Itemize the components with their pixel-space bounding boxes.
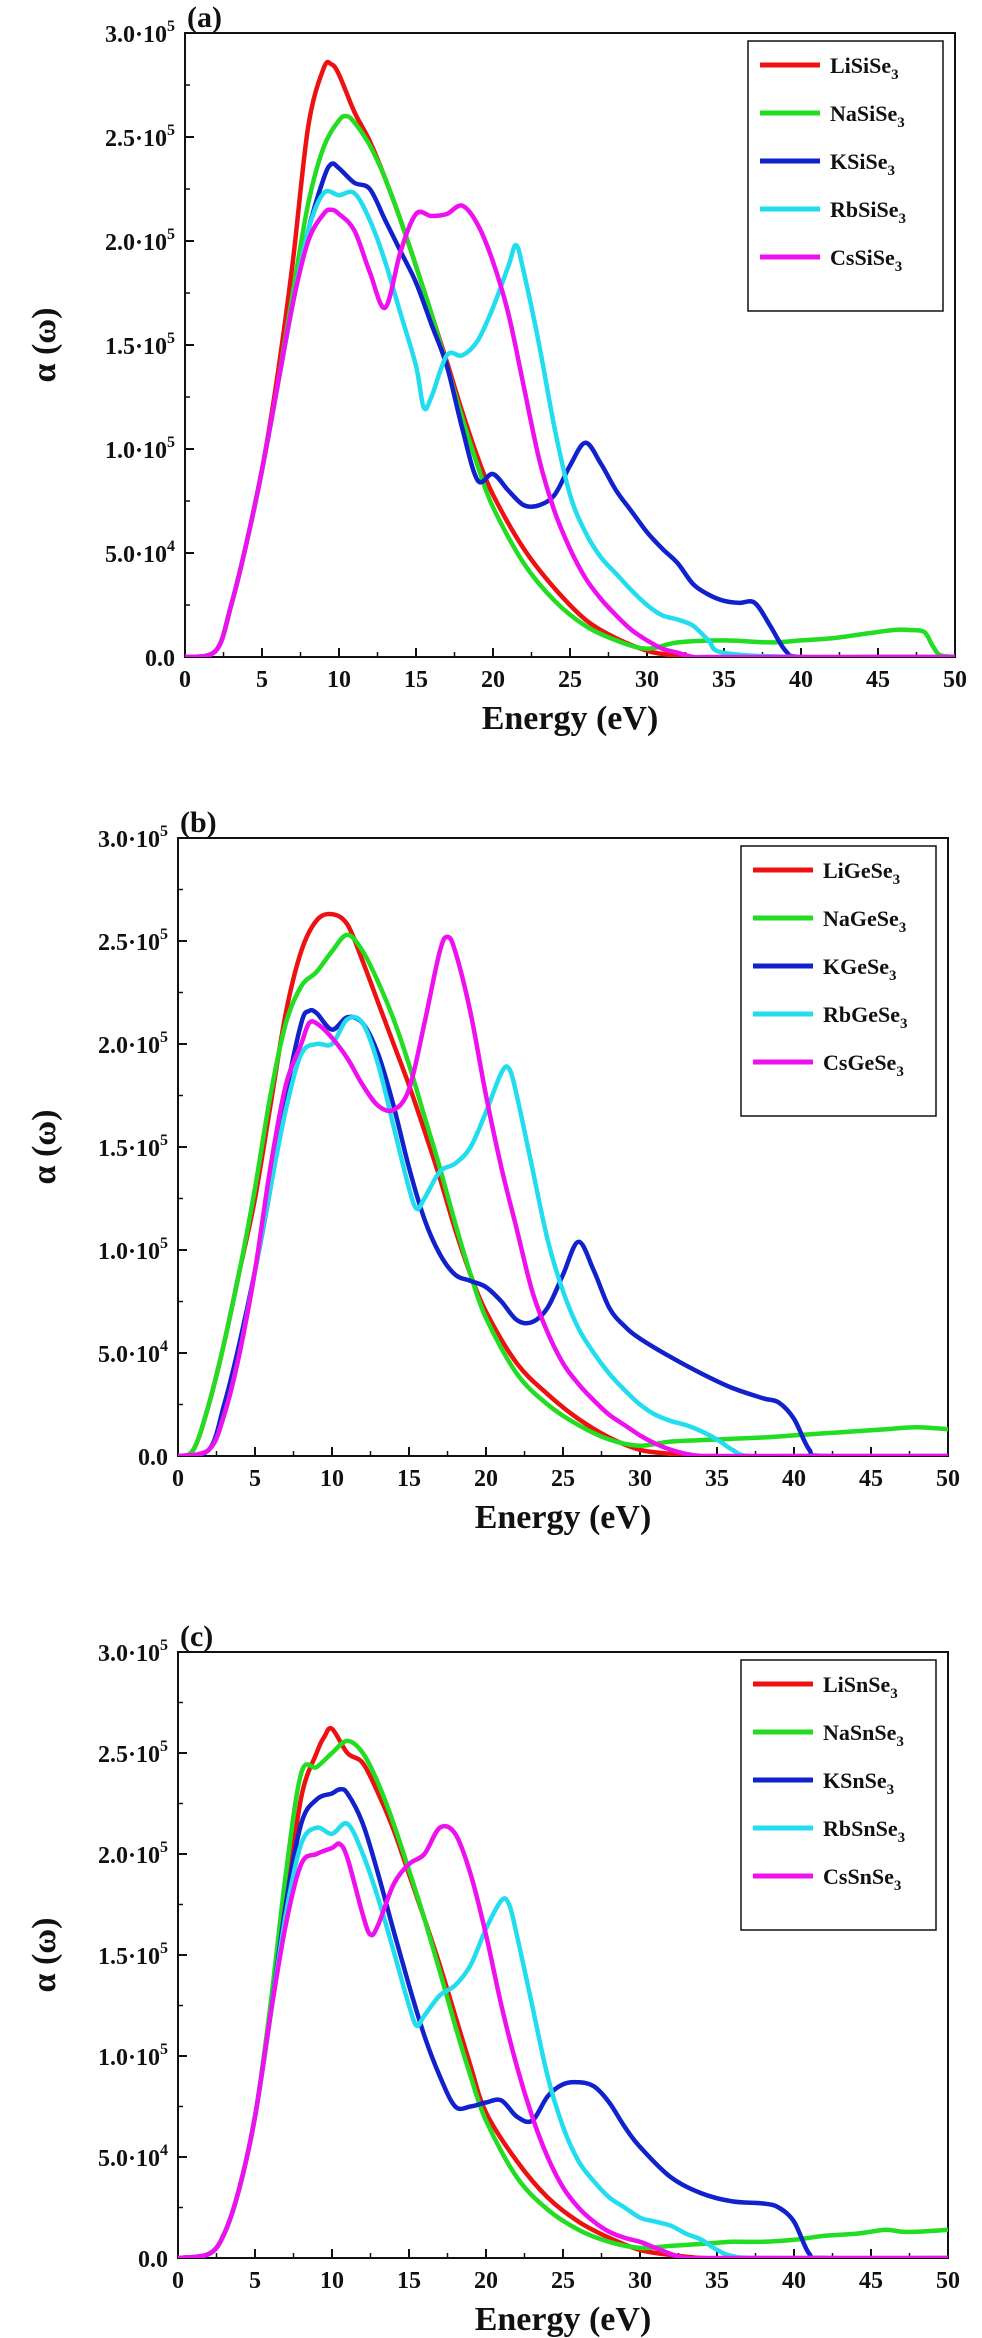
- y-tick-label: 0.0: [145, 646, 175, 672]
- legend-entry: RbGeSe3: [823, 1002, 908, 1032]
- x-tick-label: 20: [481, 667, 505, 693]
- y-tick-label: 1.5·105: [98, 1132, 168, 1162]
- panel-label: (b): [180, 806, 217, 839]
- chart-panel-0: 0 5 10 15 20 25 30 35 40 45 50 0.0 5.0·104 1.0·105 1.5…: [26, 1, 967, 737]
- x-tick-label: 40: [789, 667, 813, 693]
- legend-entry: CsSnSe3: [823, 1864, 901, 1894]
- x-tick-label: 25: [558, 667, 582, 693]
- legend-entry: LiGeSe3: [823, 858, 900, 888]
- series-line-RbGeSe3: [178, 1014, 948, 1456]
- y-tick-label: 5.0·104: [98, 1338, 168, 1368]
- y-tick-label: 2.5·105: [98, 1738, 168, 1768]
- legend-box: [747, 40, 944, 312]
- x-tick-label: 0: [179, 667, 191, 693]
- panel-label: (a): [187, 1, 222, 34]
- y-tick-label: 2.0·105: [98, 1029, 168, 1059]
- legend-entry: CsGeSe3: [823, 1050, 904, 1080]
- legend-entry: KSiSe3: [830, 149, 895, 179]
- y-tick-label: 3.0·105: [98, 1637, 168, 1667]
- x-tick-label: 35: [712, 667, 736, 693]
- x-tick-label: 25: [551, 2268, 575, 2294]
- x-tick-label: 0: [172, 1466, 184, 1492]
- x-tick-label: 10: [320, 1466, 344, 1492]
- x-tick-label: 10: [327, 667, 351, 693]
- y-tick-label: 1.0·105: [98, 1235, 168, 1265]
- x-tick-label: 15: [397, 2268, 421, 2294]
- y-axis-title: α (ω): [26, 1918, 63, 1993]
- y-tick-label: 2.0·105: [98, 1839, 168, 1869]
- y-tick-label: 1.0·105: [105, 434, 175, 464]
- legend-entry: CsSiSe3: [830, 245, 902, 275]
- y-tick-label: 0.0: [138, 2247, 168, 2273]
- x-axis-title: Energy (eV): [475, 2301, 652, 2338]
- y-tick-label: 5.0·104: [98, 2142, 168, 2172]
- legend-box: [740, 845, 937, 1117]
- x-tick-label: 35: [705, 2268, 729, 2294]
- x-tick-label: 50: [943, 667, 967, 693]
- x-tick-label: 50: [936, 1466, 960, 1492]
- x-tick-label: 0: [172, 2268, 184, 2294]
- series-line-CsSnSe3: [178, 1823, 948, 2258]
- x-tick-label: 20: [474, 2268, 498, 2294]
- legend-entry: LiSiSe3: [830, 53, 899, 83]
- x-tick-label: 20: [474, 1466, 498, 1492]
- y-tick-label: 2.5·105: [98, 926, 168, 956]
- x-tick-label: 30: [635, 667, 659, 693]
- x-tick-label: 30: [628, 1466, 652, 1492]
- x-tick-label: 45: [866, 667, 890, 693]
- x-tick-label: 45: [859, 1466, 883, 1492]
- y-tick-label: 3.0·105: [98, 823, 168, 853]
- y-tick-label: 0.0: [138, 1445, 168, 1471]
- x-tick-label: 35: [705, 1466, 729, 1492]
- legend-entry: RbSiSe3: [830, 197, 906, 227]
- series-line-CsGeSe3: [178, 934, 948, 1456]
- chart-panel-1: 0 5 10 15 20 25 30 35 40 45 50 0.0 5.0·104 1.0·105 1.5…: [26, 806, 960, 1536]
- series-line-NaGeSe3: [178, 932, 948, 1456]
- x-tick-label: 25: [551, 1466, 575, 1492]
- x-tick-label: 30: [628, 2268, 652, 2294]
- y-axis-title: α (ω): [26, 308, 63, 383]
- legend-entry: NaGeSe3: [823, 906, 906, 936]
- legend-entry: NaSnSe3: [823, 1720, 904, 1750]
- x-tick-label: 45: [859, 2268, 883, 2294]
- series-line-CsSiSe3: [185, 203, 955, 657]
- x-tick-label: 15: [404, 667, 428, 693]
- x-tick-label: 50: [936, 2268, 960, 2294]
- y-tick-label: 2.5·105: [105, 122, 175, 152]
- y-axis-title: α (ω): [26, 1110, 63, 1185]
- y-tick-label: 2.0·105: [105, 226, 175, 256]
- x-tick-label: 10: [320, 2268, 344, 2294]
- x-tick-label: 40: [782, 1466, 806, 1492]
- x-tick-label: 5: [249, 2268, 261, 2294]
- x-tick-label: 5: [256, 667, 268, 693]
- legend-entry: NaSiSe3: [830, 101, 905, 131]
- x-tick-label: 15: [397, 1466, 421, 1492]
- legend-entry: KSnSe3: [823, 1768, 894, 1798]
- y-tick-label: 5.0·104: [105, 538, 175, 568]
- x-axis-title: Energy (eV): [475, 1499, 652, 1536]
- x-axis-title: Energy (eV): [482, 700, 659, 737]
- y-tick-label: 1.0·105: [98, 2041, 168, 2071]
- legend-entry: KGeSe3: [823, 954, 897, 984]
- legend-entry: RbSnSe3: [823, 1816, 905, 1846]
- y-tick-label: 3.0·105: [105, 18, 175, 48]
- x-tick-label: 40: [782, 2268, 806, 2294]
- series-line-LiSnSe3: [178, 1725, 735, 2258]
- x-tick-label: 5: [249, 1466, 261, 1492]
- legend-box: [740, 1659, 937, 1931]
- y-tick-label: 1.5·105: [105, 330, 175, 360]
- panel-label: (c): [180, 1620, 213, 1653]
- chart-panel-2: 0 5 10 15 20 25 30 35 40 45 50 0.0 5.0·104 1.0·105 1.5…: [26, 1620, 960, 2338]
- series-line-LiGeSe3: [178, 911, 720, 1456]
- y-tick-label: 1.5·105: [98, 1940, 168, 1970]
- series-line-NaSnSe3: [178, 1738, 948, 2258]
- series-line-LiSiSe3: [185, 59, 696, 657]
- legend-entry: LiSnSe3: [823, 1672, 898, 1702]
